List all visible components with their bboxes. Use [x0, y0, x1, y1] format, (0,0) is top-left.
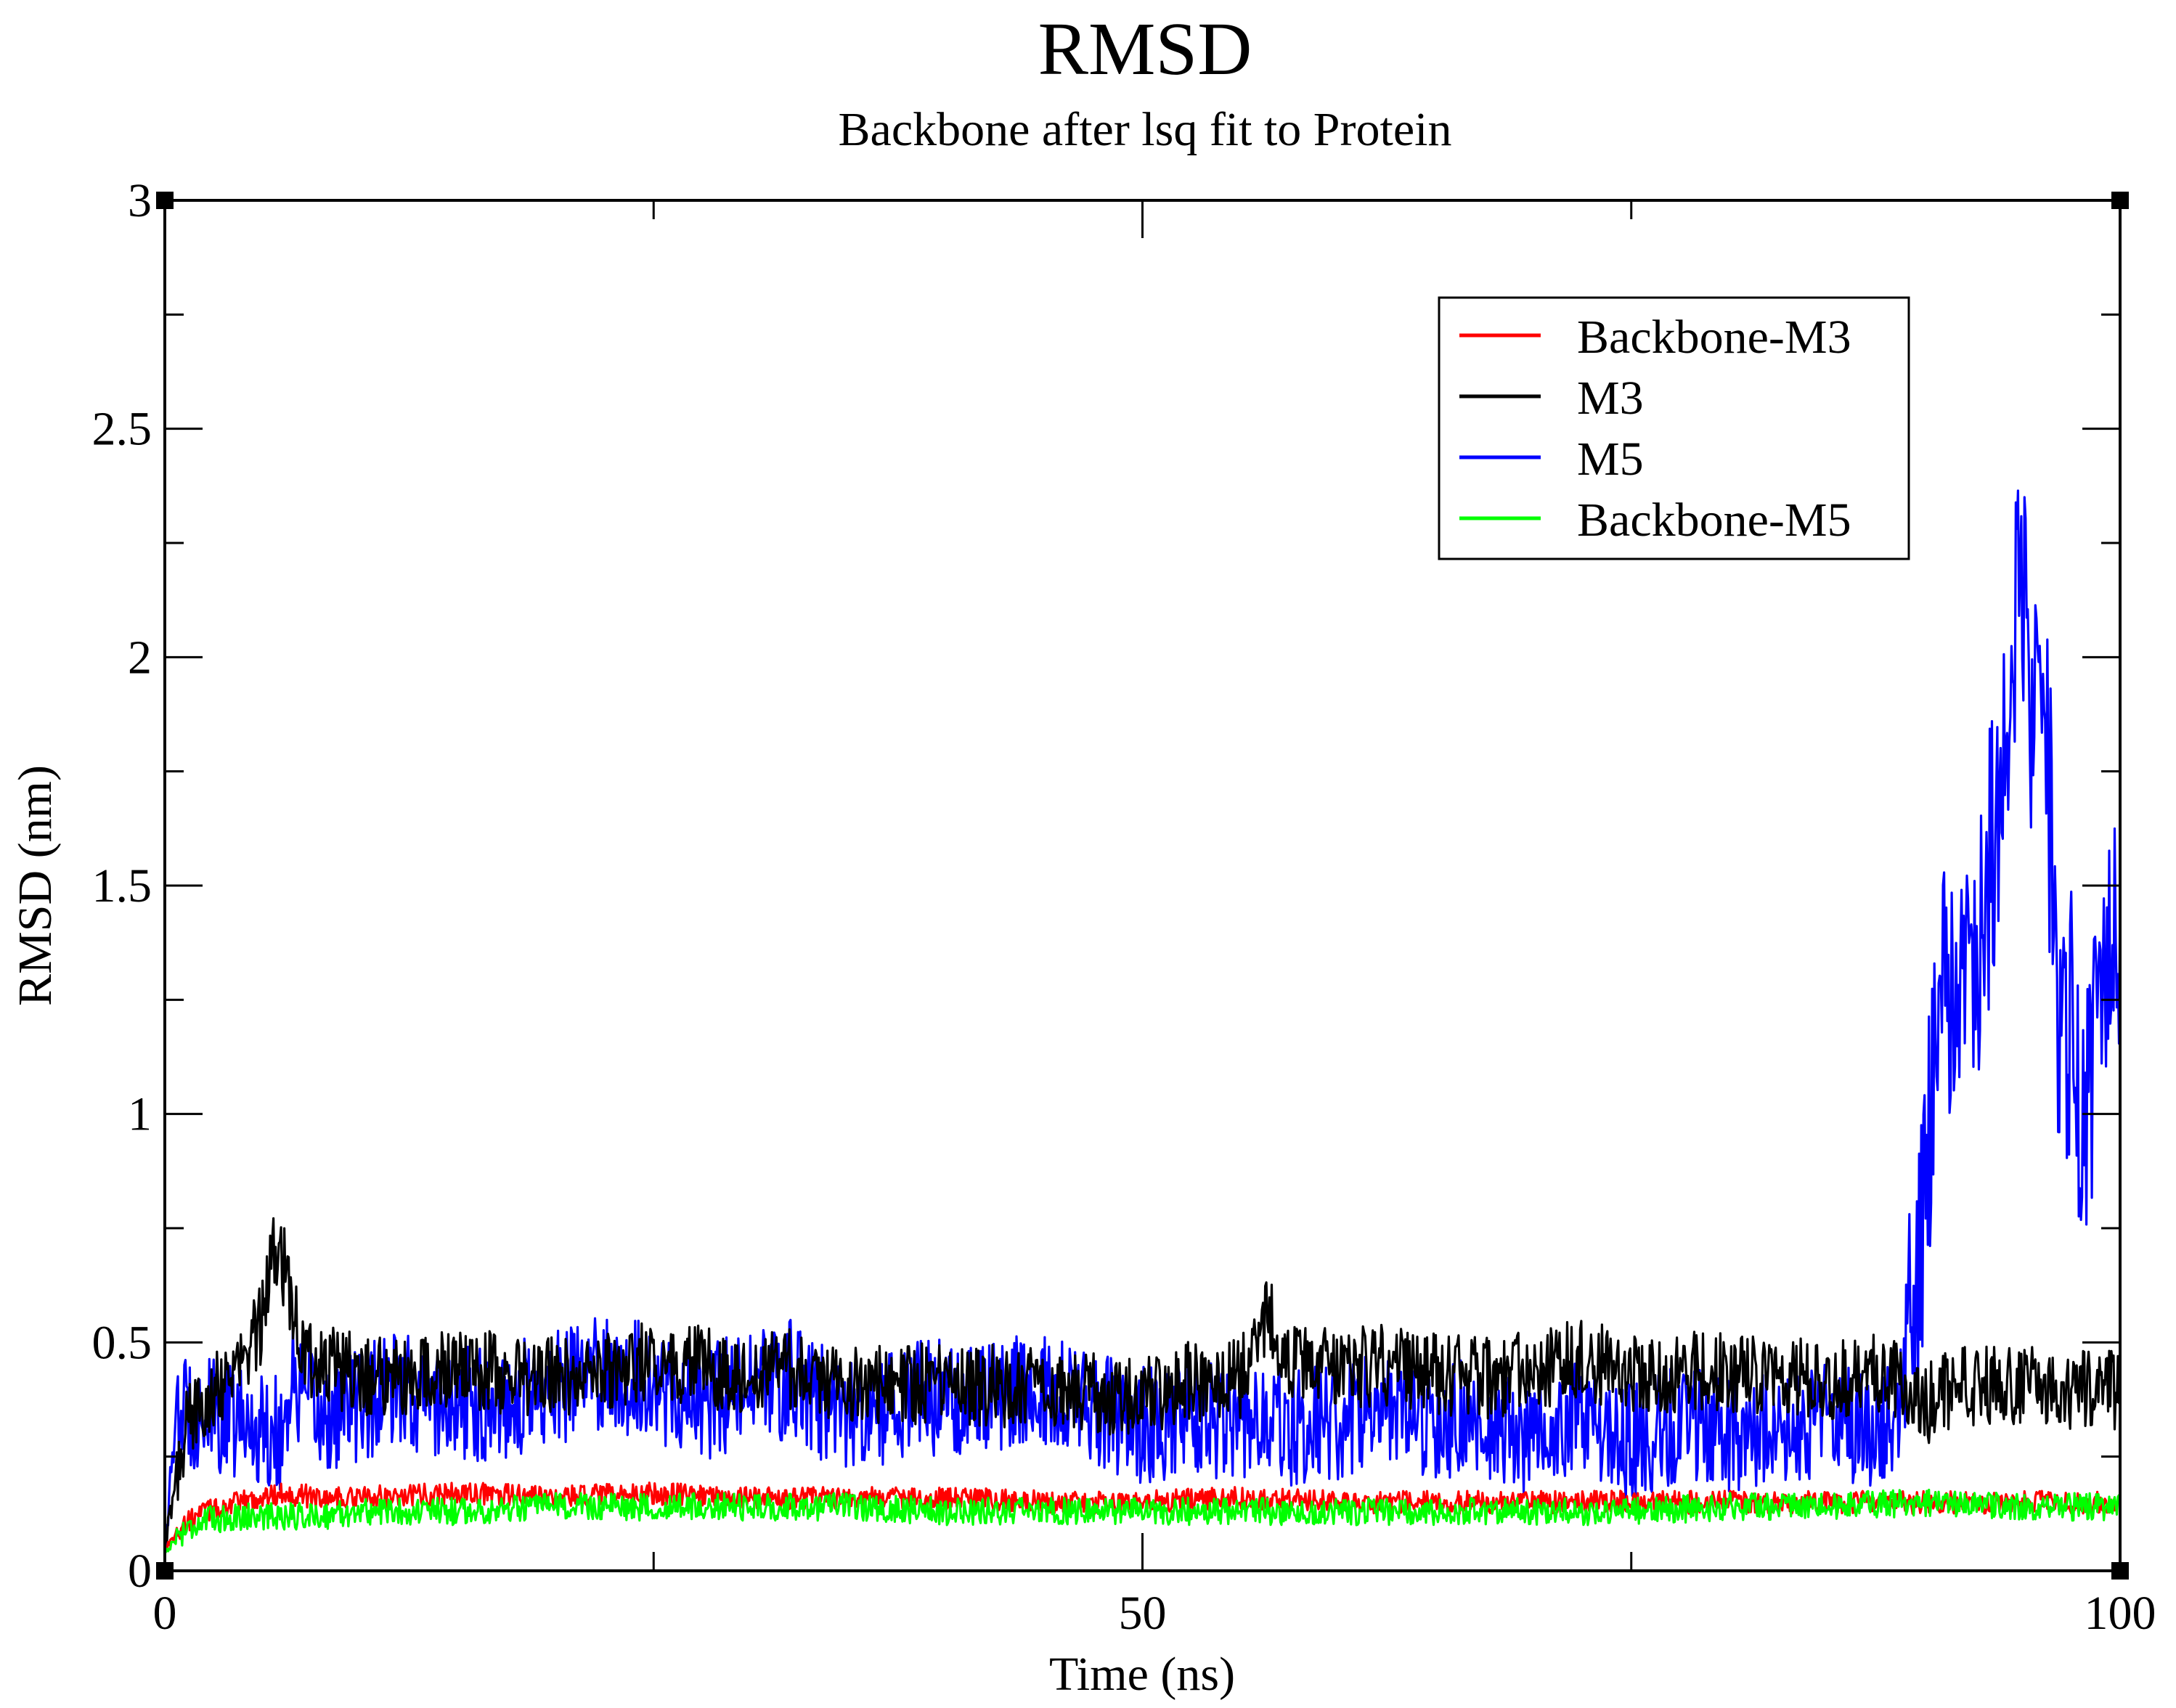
legend-label-m3: M3 [1577, 372, 1644, 425]
y-axis-label: RMSD (nm) [9, 765, 62, 1006]
ticks-layer: 0 50 100 0 0.5 1 1.5 2 2.5 3 [92, 174, 2156, 1640]
x-tick-label: 100 [2085, 1587, 2156, 1640]
legend-label-backbone-m3: Backbone-M3 [1577, 311, 1851, 364]
series-layer [165, 489, 2120, 1554]
y-tick-label: 1.5 [92, 859, 152, 912]
y-tick-label: 0 [128, 1545, 152, 1598]
series-line-backbone-m5 [165, 1488, 2120, 1554]
x-tick-label: 0 [153, 1587, 177, 1640]
legend-box [1438, 296, 1910, 560]
corner-marker-top-right [2111, 192, 2129, 209]
legend: Backbone-M3 M3 M5 Backbone-M5 [1438, 296, 1910, 560]
y-tick-label: 3 [128, 174, 152, 227]
legend-label-m5: M5 [1577, 433, 1644, 486]
corner-marker-bottom-left [156, 1562, 174, 1580]
chart-title: RMSD [1038, 7, 1252, 91]
series-line-m3 [165, 1217, 2120, 1551]
legend-label-backbone-m5: Backbone-M5 [1577, 494, 1851, 547]
y-tick-label: 0.5 [92, 1316, 152, 1369]
y-tick-label: 2 [128, 631, 152, 684]
corner-marker-top-left [156, 192, 174, 209]
y-tick-label: 2.5 [92, 403, 152, 456]
corner-marker-bottom-right [2111, 1562, 2129, 1580]
series-line-m5 [165, 489, 2120, 1551]
y-tick-label: 1 [128, 1088, 152, 1141]
frame-corner-markers [156, 192, 2129, 1580]
x-axis-label: Time (ns) [1049, 1648, 1235, 1701]
chart-subtitle: Backbone after lsq fit to Protein [839, 103, 1452, 156]
x-tick-label: 50 [1119, 1587, 1167, 1640]
